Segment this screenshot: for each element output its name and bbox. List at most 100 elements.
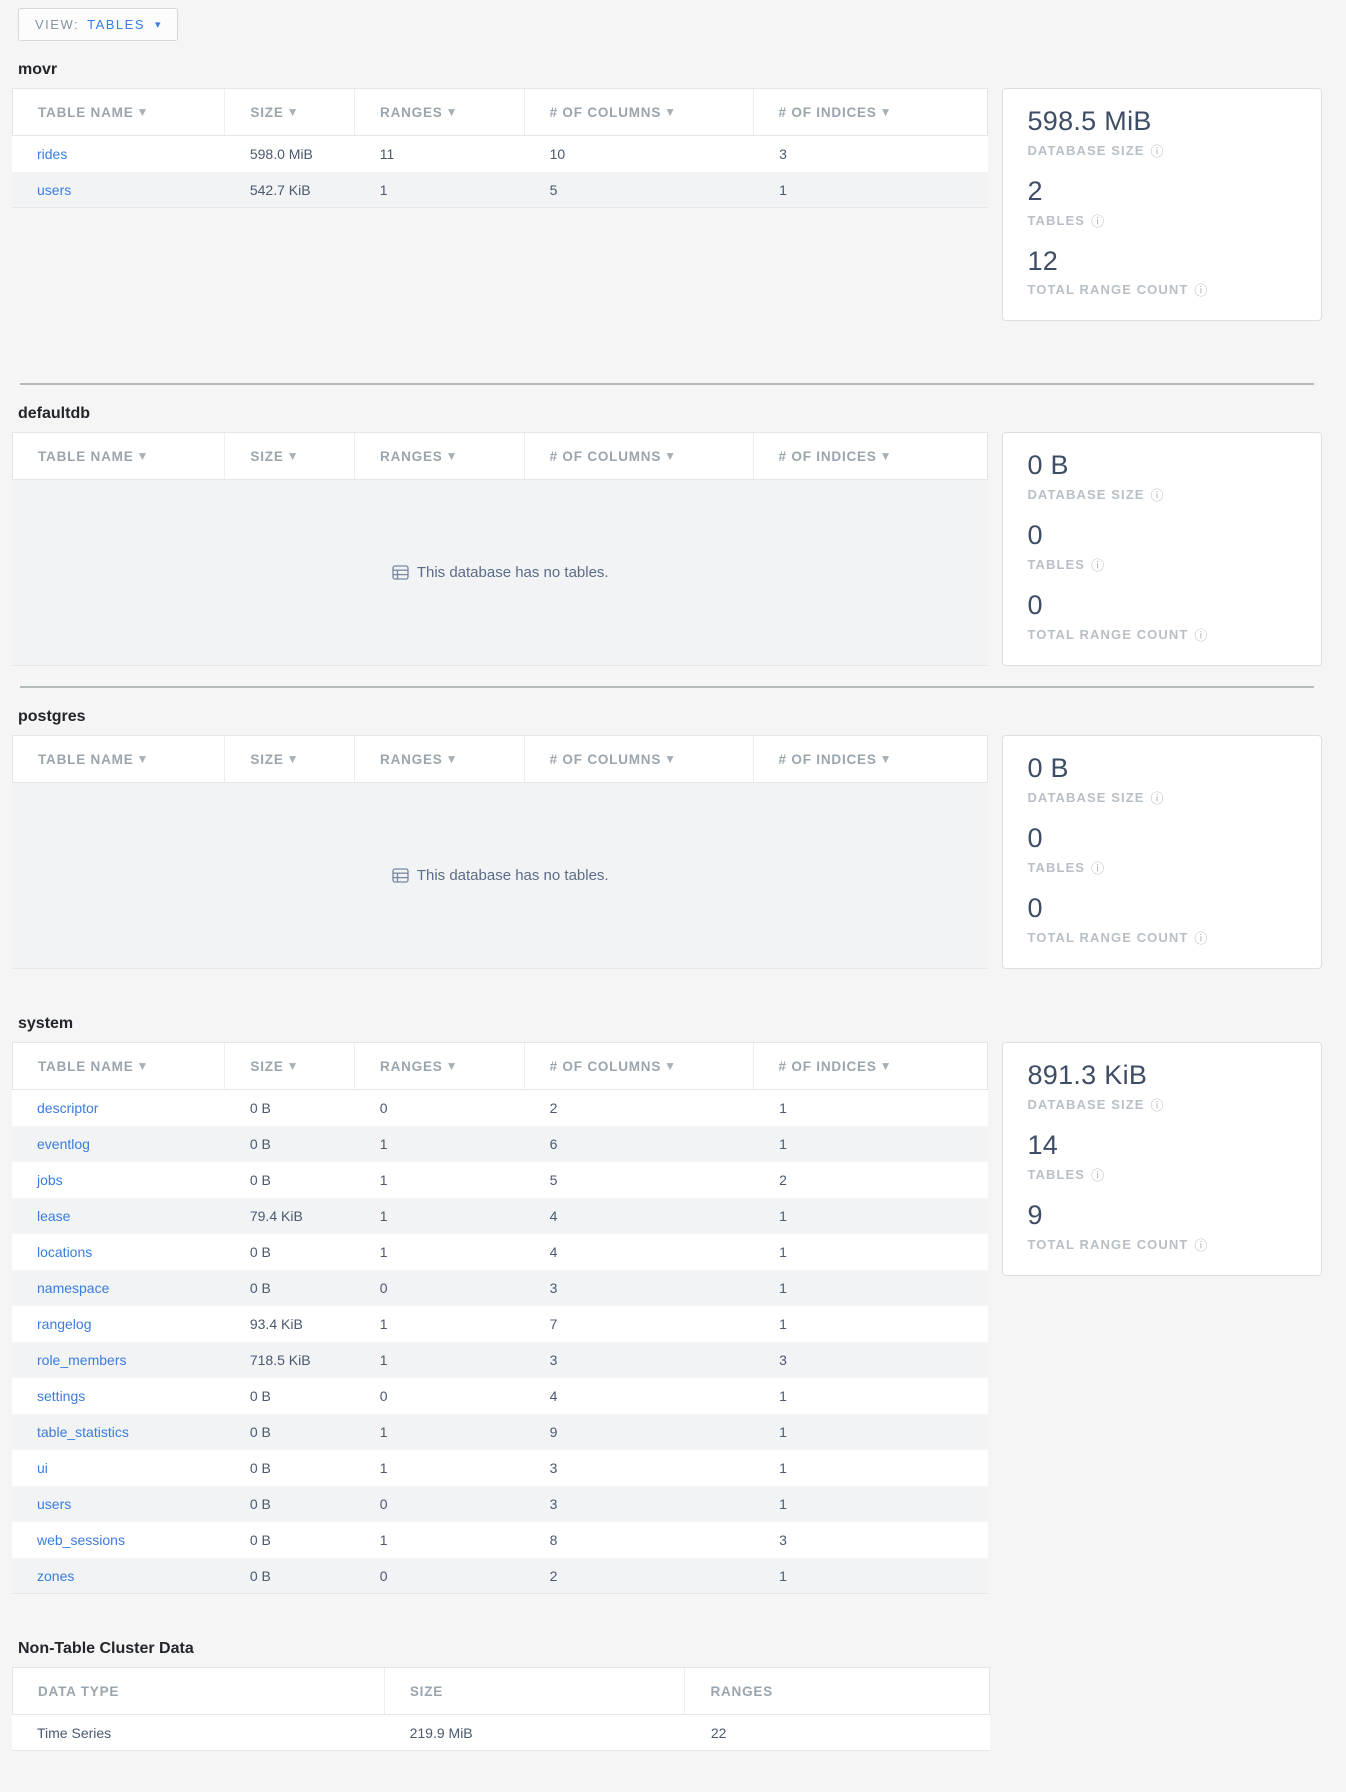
cell-size: 0 B [249, 1136, 271, 1153]
cell-size: 718.5 KiB [249, 1352, 311, 1369]
stat-value: 0 [1027, 823, 1043, 853]
table-name-link[interactable]: ui [37, 1460, 48, 1477]
column-header-columns[interactable]: # OF COLUMNS ▼ [525, 433, 754, 480]
column-header-columns[interactable]: # OF COLUMNS ▼ [525, 89, 754, 135]
table-name-link[interactable]: eventlog [37, 1136, 90, 1153]
column-header-table-name[interactable]: TABLE NAME ▼ [13, 1043, 226, 1090]
db-title-system: system [18, 1015, 74, 1033]
table-name-link[interactable]: namespace [37, 1280, 110, 1297]
table-name-link[interactable]: users [37, 181, 72, 198]
column-header-table-name[interactable]: TABLE NAME ▼ [13, 433, 226, 480]
section-divider [20, 383, 1314, 386]
column-header-ranges[interactable]: RANGES ▼ [355, 736, 525, 783]
stat-value: 0 [1027, 589, 1043, 620]
cell-indices: 2 [779, 1172, 787, 1189]
cell-size: 0 B [249, 1496, 271, 1513]
table-row: ui 0 B 1 3 1 [12, 1450, 989, 1487]
defaultdb-table: TABLE NAME ▼ SIZE ▼ RANGES ▼ # OF COLUMNS ▼ … [12, 432, 989, 667]
column-header-indices[interactable]: # OF INDICES ▼ [778, 1058, 893, 1074]
table-name-link[interactable]: rides [37, 146, 68, 162]
column-header-indices[interactable]: # OF INDICES ▼ [778, 104, 893, 120]
table-name-link[interactable]: role_members [37, 1352, 127, 1369]
column-header-table-name[interactable]: TABLE NAME ▼ [13, 89, 226, 135]
cell-columns: 4 [549, 1244, 558, 1261]
column-header-size[interactable]: SIZE ▼ [225, 736, 356, 783]
table-row: Time Series 219.9 MiB 22 [12, 1715, 990, 1752]
db-section-postgres: TABLE NAME ▼ SIZE ▼ RANGES ▼ # OF COLUMNS ▼ … [12, 735, 1322, 970]
column-header-size[interactable]: SIZE ▼ [225, 1043, 356, 1090]
stat-value: 2 [1027, 175, 1043, 206]
column-header-ranges[interactable]: RANGES ▼ [355, 1043, 525, 1090]
column-header-size[interactable]: SIZE ▼ [225, 89, 356, 135]
view-dropdown[interactable]: VIEW: TABLES ▾ [18, 8, 178, 41]
view-dropdown-label: VIEW: [35, 17, 80, 32]
cell-columns: 2 [549, 1100, 558, 1117]
cell-size: 598.0 MiB [249, 146, 313, 162]
info-icon[interactable]: ⓘ [1091, 860, 1106, 876]
movr-summary-card: 598.5 MiB DATABASE SIZE ⓘ 2 TABLES ⓘ 12 TO… [1002, 88, 1322, 322]
info-icon[interactable]: ⓘ [1150, 791, 1165, 806]
cell-data-type: Time Series [37, 1724, 112, 1741]
cell-columns: 3 [549, 1280, 558, 1297]
table-name-link[interactable]: users [37, 1496, 72, 1513]
system-table: TABLE NAME ▼ SIZE ▼ RANGES ▼ # OF COLUMNS ▼ … [12, 1042, 989, 1595]
info-icon[interactable]: ⓘ [1091, 213, 1106, 229]
table-name-link[interactable]: jobs [37, 1172, 63, 1189]
sort-desc-icon: ▼ [879, 105, 893, 119]
stat-database-size: 0 B DATABASE SIZE ⓘ [1027, 752, 1297, 807]
column-header-ranges[interactable]: RANGES ▼ [355, 433, 525, 480]
table-name-link[interactable]: descriptor [37, 1100, 99, 1117]
empty-state: This database has no tables. [392, 564, 609, 581]
cell-ranges: 1 [379, 1208, 388, 1225]
cell-indices: 1 [779, 1424, 787, 1441]
table-name-link[interactable]: lease [37, 1208, 71, 1225]
cell-columns: 4 [549, 1208, 558, 1225]
sort-desc-icon: ▼ [445, 105, 459, 119]
movr-table-body: rides 598.0 MiB 11 10 3 users 542.7 KiB … [12, 136, 989, 208]
table-name-link[interactable]: rangelog [37, 1316, 92, 1333]
table-name-link[interactable]: zones [37, 1567, 75, 1584]
column-header-indices[interactable]: # OF INDICES ▼ [778, 751, 893, 767]
column-header-columns[interactable]: # OF COLUMNS ▼ [525, 1043, 754, 1090]
column-header-data-type: DATA TYPE [13, 1668, 385, 1715]
cell-indices: 1 [779, 1496, 787, 1513]
system-summary-card: 891.3 KiB DATABASE SIZE ⓘ 14 TABLES ⓘ 9 TO… [1002, 1042, 1322, 1276]
info-icon[interactable]: ⓘ [1150, 143, 1165, 159]
stat-value: 0 [1027, 892, 1043, 923]
column-header-size[interactable]: SIZE ▼ [225, 433, 356, 480]
sort-desc-icon: ▼ [664, 1059, 677, 1074]
system-table-header: TABLE NAME ▼ SIZE ▼ RANGES ▼ # OF COLUMNS ▼ … [12, 1042, 989, 1091]
info-icon[interactable]: ⓘ [1194, 283, 1209, 299]
sort-desc-icon: ▼ [286, 1059, 300, 1074]
chevron-down-icon: ▾ [155, 19, 161, 31]
info-icon[interactable]: ⓘ [1194, 1237, 1209, 1253]
table-name-link[interactable]: settings [37, 1388, 86, 1405]
column-header-ranges[interactable]: RANGES ▼ [355, 89, 525, 135]
column-header-indices[interactable]: # OF INDICES ▼ [778, 448, 893, 464]
info-icon[interactable]: ⓘ [1150, 488, 1165, 503]
column-header-table-name[interactable]: TABLE NAME ▼ [13, 736, 226, 783]
cell-indices: 1 [779, 1244, 787, 1261]
info-icon[interactable]: ⓘ [1194, 930, 1209, 946]
column-header-columns[interactable]: # OF COLUMNS ▼ [525, 736, 754, 783]
cell-columns: 3 [549, 1460, 558, 1477]
cell-columns: 5 [549, 181, 558, 198]
table-name-link[interactable]: table_statistics [37, 1424, 129, 1441]
empty-message: This database has no tables. [416, 867, 609, 885]
sort-desc-icon: ▼ [136, 1059, 150, 1074]
sort-desc-icon: ▼ [445, 449, 459, 464]
table-name-link[interactable]: web_sessions [37, 1532, 125, 1549]
cell-size: 0 B [249, 1100, 271, 1117]
view-dropdown-value: TABLES [87, 17, 145, 32]
info-icon[interactable]: ⓘ [1150, 1098, 1165, 1113]
cell-columns: 9 [549, 1424, 558, 1441]
info-icon[interactable]: ⓘ [1194, 627, 1209, 643]
table-grid-icon [392, 565, 409, 580]
info-icon[interactable]: ⓘ [1091, 1167, 1106, 1183]
db-section-system: TABLE NAME ▼ SIZE ▼ RANGES ▼ # OF COLUMNS ▼ … [12, 1042, 1322, 1595]
table-name-link[interactable]: locations [37, 1244, 93, 1261]
stat-database-size: 891.3 KiB DATABASE SIZE ⓘ [1027, 1059, 1297, 1114]
sort-desc-icon: ▼ [664, 449, 677, 464]
info-icon[interactable]: ⓘ [1091, 557, 1106, 573]
cell-size: 0 B [249, 1532, 271, 1549]
